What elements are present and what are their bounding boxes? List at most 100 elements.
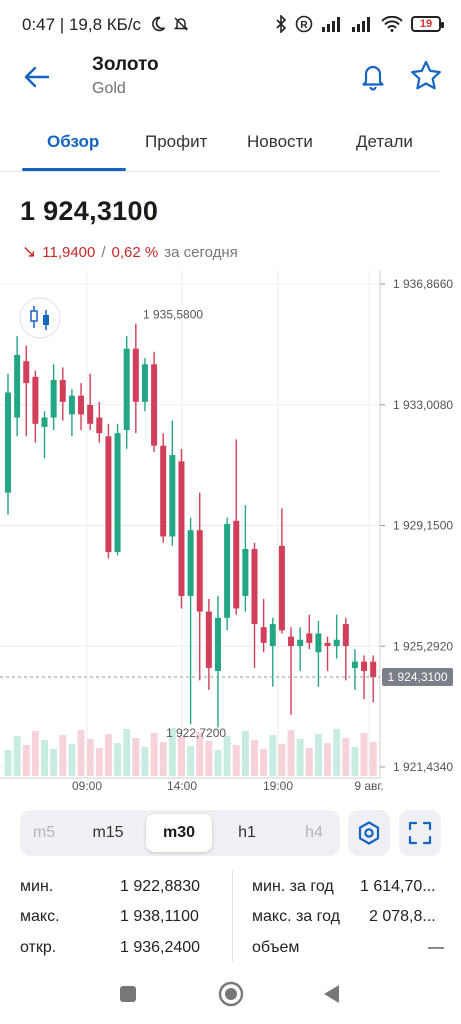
- back-triangle-icon[interactable]: [321, 983, 341, 1005]
- chart-type-button[interactable]: [19, 297, 61, 339]
- candle-body: [306, 633, 313, 643]
- volume-bar: [314, 734, 322, 776]
- chart-type-button-bg: [19, 297, 61, 339]
- volume-bar: [114, 743, 122, 776]
- page-subtitle: Gold: [92, 80, 126, 97]
- mute-bell-icon: [173, 17, 188, 31]
- volume-bar: [77, 730, 85, 776]
- candle-body: [68, 395, 75, 415]
- tab-profit[interactable]: Профит: [145, 132, 208, 151]
- candle-body: [141, 364, 148, 402]
- status-icons: R 19: [275, 12, 444, 36]
- timeframe-selector: m5 m15 m30 h1 h4: [20, 810, 340, 856]
- hexagon-settings-icon: [358, 821, 380, 845]
- timeframe-h4[interactable]: h4: [305, 824, 323, 841]
- tab-divider: [0, 171, 440, 172]
- stat-label-min: мин.: [20, 878, 54, 895]
- y-tick-label: 1 933,0080: [393, 398, 453, 412]
- timeframe-m30[interactable]: m30: [146, 814, 212, 852]
- battery-level: 19: [419, 18, 433, 30]
- volume-bar: [95, 748, 103, 776]
- volume-bar: [168, 728, 176, 776]
- chart-settings-button[interactable]: [348, 810, 390, 856]
- volume-bar: [68, 744, 76, 776]
- current-price-tag: [382, 667, 453, 686]
- timeframe-m15[interactable]: m15: [92, 824, 124, 841]
- volume-bar: [177, 737, 185, 776]
- candle-body: [160, 445, 167, 537]
- volume-bar: [251, 740, 259, 776]
- volume-bar: [260, 749, 268, 776]
- max-price-annotation: 1 935,5800: [143, 307, 203, 321]
- tab-news[interactable]: Новости: [247, 132, 313, 151]
- home-circle-icon[interactable]: [218, 981, 244, 1007]
- candles-icon-body: [30, 310, 38, 322]
- volume-bar: [59, 735, 67, 776]
- candle-body: [288, 636, 295, 646]
- candle-body: [297, 639, 304, 646]
- volume-bar: [305, 748, 313, 776]
- stats-divider: [232, 870, 233, 962]
- candle-body: [205, 611, 212, 668]
- candle-body: [242, 548, 249, 596]
- roaming-icon: R: [295, 15, 313, 33]
- stat-label-year-max: макс. за год: [252, 908, 341, 925]
- signal-icon: [322, 17, 340, 32]
- timeframe-h1[interactable]: h1: [238, 824, 256, 841]
- recents-square-icon[interactable]: [119, 985, 137, 1003]
- change-value: 11,9400: [42, 243, 96, 261]
- candle-body: [169, 455, 176, 537]
- candle-body: [224, 523, 231, 618]
- volume-bar: [141, 747, 149, 776]
- volume-bar: [104, 734, 112, 776]
- bell-icon[interactable]: [357, 60, 389, 92]
- volume-bar: [187, 746, 195, 776]
- volume-bar: [241, 731, 249, 776]
- volume-bar: [342, 738, 350, 776]
- svg-text:R: R: [300, 20, 308, 31]
- volume-bar: [214, 750, 222, 776]
- y-tick-label: 1 929,1500: [393, 519, 453, 533]
- candle-body: [123, 348, 130, 431]
- bluetooth-icon: [276, 15, 287, 33]
- change-percent: 0,62 %: [111, 243, 159, 261]
- x-tick-label: 14:00: [167, 779, 197, 793]
- volume-bar: [123, 729, 131, 776]
- candle-body: [342, 624, 349, 646]
- candle-body: [105, 436, 112, 553]
- page-title: Золото: [92, 54, 159, 75]
- signal-icon-2: [352, 17, 370, 32]
- star-icon[interactable]: [408, 58, 444, 94]
- back-arrow-icon[interactable]: [20, 60, 54, 94]
- stat-value-year-max: 2 078,8...: [369, 908, 436, 925]
- volume-bar: [22, 745, 30, 776]
- volume-bar: [31, 731, 39, 776]
- fullscreen-button[interactable]: [399, 810, 441, 856]
- candle-body: [5, 392, 11, 493]
- volume-bar: [13, 736, 21, 776]
- candle-body: [269, 624, 276, 646]
- stats-panel: мин. 1 922,8830 макс. 1 938,1100 откр. 1…: [0, 866, 461, 966]
- timeframe-m5[interactable]: m5: [32, 824, 56, 841]
- wifi-icon: [381, 16, 403, 32]
- tab-bar: Обзор Профит Новости Детали: [0, 118, 461, 172]
- volume-bar: [86, 739, 94, 776]
- volume-bar: [232, 745, 240, 776]
- volume-bar: [287, 730, 295, 776]
- candle-body: [23, 361, 30, 384]
- current-price: 1 924,3100: [20, 196, 159, 226]
- tab-overview[interactable]: Обзор: [47, 132, 100, 151]
- volume-bar: [333, 729, 341, 776]
- candle-body: [196, 530, 203, 612]
- volume-bar: [278, 744, 286, 776]
- current-price-label: 1 924,3100: [387, 670, 447, 684]
- candle-body: [87, 405, 94, 424]
- tab-details[interactable]: Детали: [356, 132, 413, 151]
- candlestick-chart[interactable]: 09:00 14:00 19:00 9 авг. 1 936,8660 1 933,008…: [0, 270, 461, 798]
- volume-bar: [223, 736, 231, 776]
- arrow-down-right-icon: ↘: [22, 242, 37, 261]
- status-text: 0:47 | 19,8 КБ/с: [22, 15, 142, 34]
- candle-body: [59, 379, 66, 402]
- volume-bar: [150, 733, 158, 776]
- volume-bar: [132, 738, 140, 776]
